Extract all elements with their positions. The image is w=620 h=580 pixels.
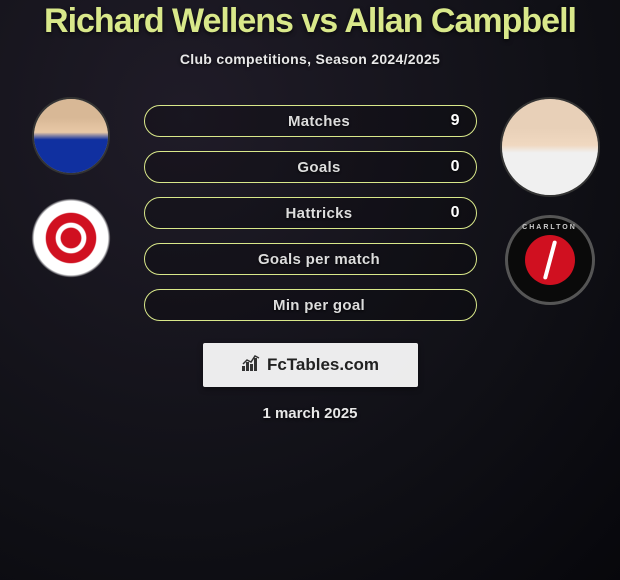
brand-badge: FcTables.com (203, 343, 418, 387)
stat-label: Matches (270, 113, 350, 130)
stat-label: Hattricks (268, 205, 353, 222)
stats-column: Matches 9 Goals 0 Hattricks 0 Goals per … (144, 97, 477, 321)
comparison-area: Matches 9 Goals 0 Hattricks 0 Goals per … (0, 97, 620, 321)
stat-label: Min per goal (255, 297, 365, 314)
crest2-text: CHARLTON (522, 224, 577, 231)
stat-value: 0 (451, 204, 460, 222)
chart-icon (241, 354, 261, 377)
stat-row: Min per goal (144, 289, 477, 321)
stat-label: Goals (279, 159, 340, 176)
player2-avatar (500, 97, 600, 197)
subtitle: Club competitions, Season 2024/2025 (0, 51, 620, 67)
stat-row: Goals 0 (144, 151, 477, 183)
team1-crest-icon (26, 193, 116, 283)
stat-label: Goals per match (240, 251, 380, 268)
brand-text: FcTables.com (267, 355, 379, 375)
stat-value: 9 (451, 112, 460, 130)
stat-row: Goals per match (144, 243, 477, 275)
page-title: Richard Wellens vs Allan Campbell (0, 2, 620, 41)
date-label: 1 march 2025 (0, 405, 620, 422)
team2-crest-icon: CHARLTON (505, 215, 595, 305)
stat-value: 0 (451, 158, 460, 176)
player1-avatar (32, 97, 110, 175)
stat-row: Hattricks 0 (144, 197, 477, 229)
player-right-column: CHARLTON (495, 97, 605, 305)
player-left-column (16, 97, 126, 283)
stat-row: Matches 9 (144, 105, 477, 137)
